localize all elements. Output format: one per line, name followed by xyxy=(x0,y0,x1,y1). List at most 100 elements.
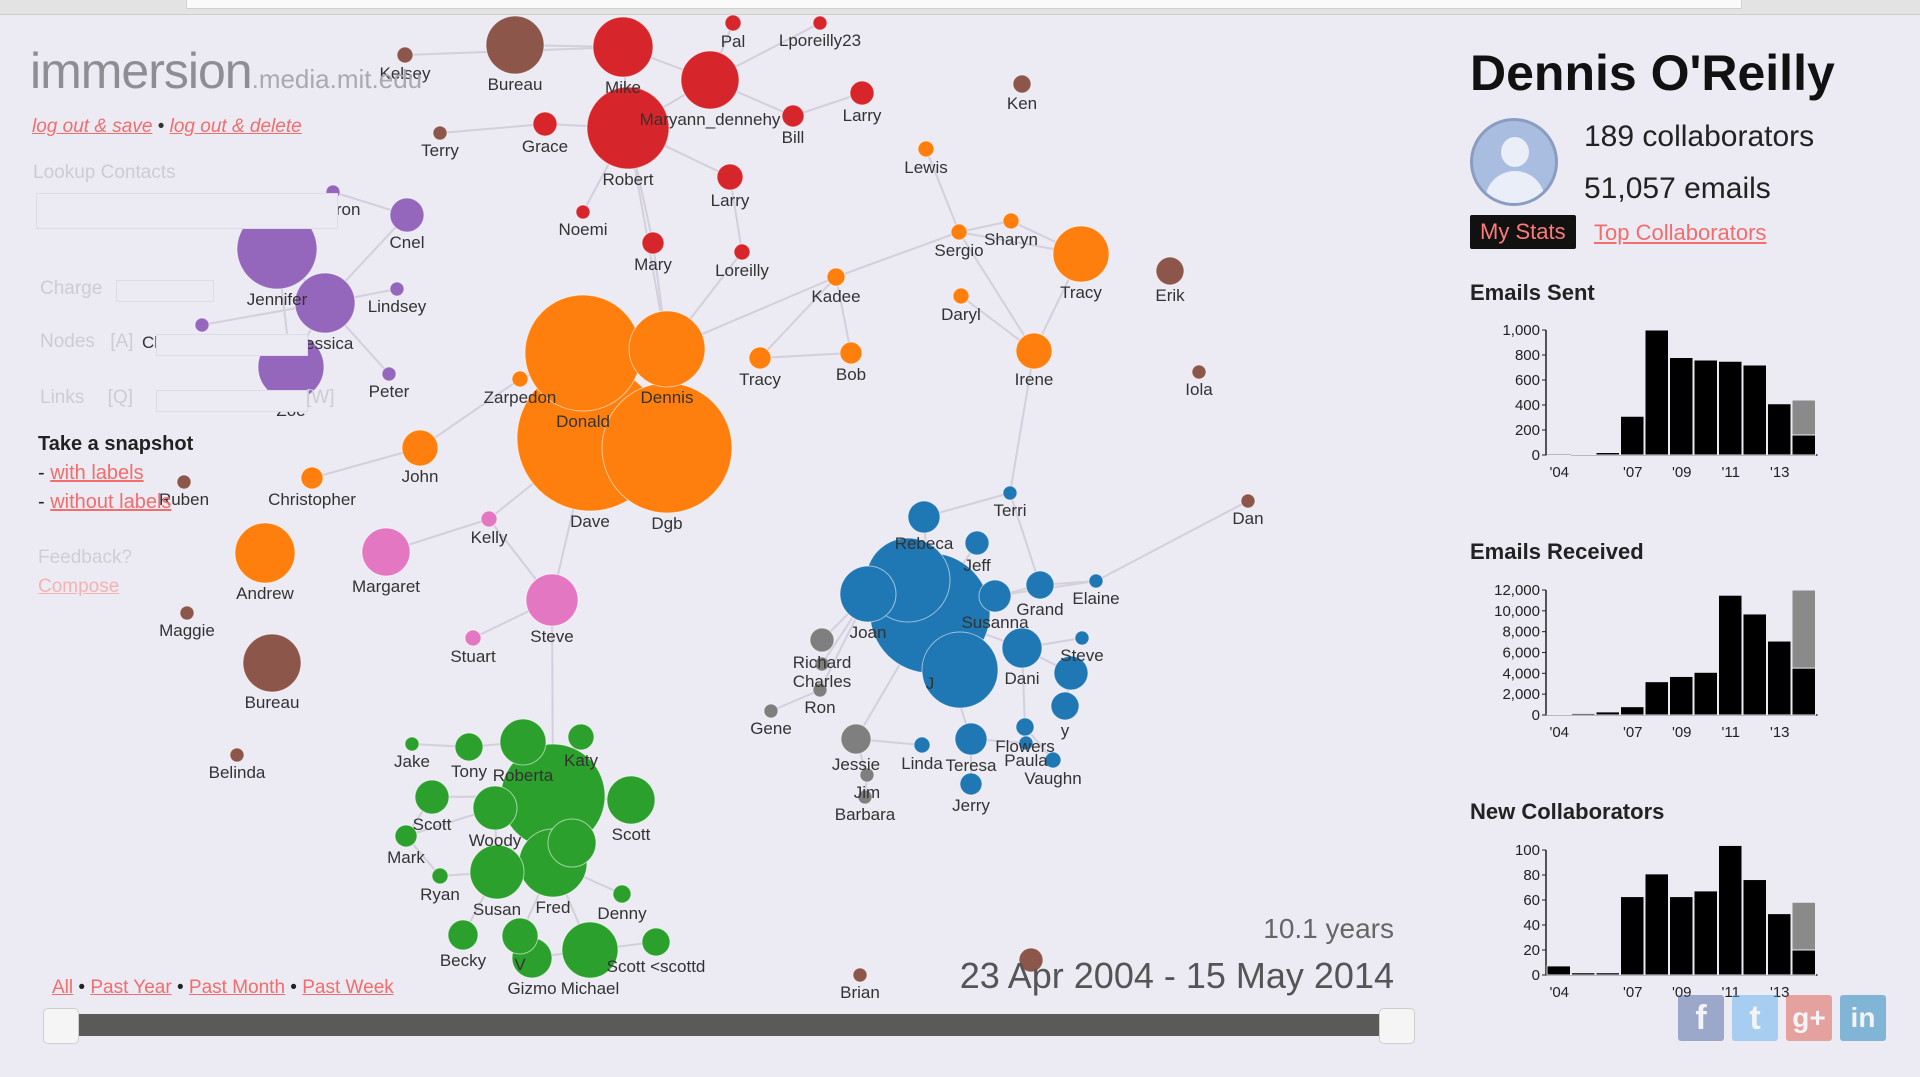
graph-node-cnel[interactable] xyxy=(389,197,425,233)
filter-past-week[interactable]: Past Week xyxy=(302,977,394,998)
lookup-input[interactable] xyxy=(36,193,338,229)
filter-past-year[interactable]: Past Year xyxy=(90,977,172,998)
graph-node-scott1[interactable] xyxy=(414,779,450,815)
graph-node-loreilly[interactable] xyxy=(733,243,751,261)
snapshot-without-labels-link[interactable]: without labels xyxy=(50,491,172,513)
graph-node-irene[interactable] xyxy=(1015,332,1053,370)
graph-node-ron[interactable] xyxy=(812,682,828,698)
graph-node-ruben[interactable] xyxy=(176,474,192,490)
graph-node-linda[interactable] xyxy=(913,736,931,754)
graph-node-lewis[interactable] xyxy=(917,140,935,158)
graph-node-joan[interactable] xyxy=(839,565,897,623)
graph-node-dennis[interactable] xyxy=(628,310,706,388)
graph-node-steve1[interactable] xyxy=(525,573,579,627)
graph-node-larry1[interactable] xyxy=(849,80,875,106)
graph-node-christopher[interactable] xyxy=(300,466,324,490)
graph-node-scott2[interactable] xyxy=(606,775,656,825)
graph-node-kelsey[interactable] xyxy=(396,46,414,64)
graph-node-pal[interactable] xyxy=(724,14,742,32)
graph-node-jerry[interactable] xyxy=(959,772,983,796)
graph-node-ken[interactable] xyxy=(1012,74,1032,94)
snapshot-with-labels-link[interactable]: with labels xyxy=(50,462,144,484)
graph-node-daryl[interactable] xyxy=(952,287,970,305)
graph-node-jim[interactable] xyxy=(859,767,875,783)
graph-node-blue5[interactable] xyxy=(921,631,999,709)
graph-node-green_v[interactable] xyxy=(501,917,539,955)
linkedin-icon[interactable]: in xyxy=(1840,995,1886,1041)
graph-node-maryann[interactable] xyxy=(680,50,740,110)
logout-save-link[interactable]: log out & save xyxy=(32,116,153,137)
graph-node-susan[interactable] xyxy=(469,844,525,900)
graph-node-terry[interactable] xyxy=(432,125,448,141)
graph-node-sergio[interactable] xyxy=(950,223,968,241)
graph-node-bill[interactable] xyxy=(781,104,805,128)
graph-node-elaine[interactable] xyxy=(1088,573,1104,589)
graph-node-bureau2[interactable] xyxy=(242,633,302,693)
graph-node-tracy1[interactable] xyxy=(1052,225,1110,283)
graph-node-steve2[interactable] xyxy=(1074,630,1090,646)
graph-node-mark[interactable] xyxy=(394,824,418,848)
charge-slider[interactable] xyxy=(116,280,214,302)
graph-node-maggie[interactable] xyxy=(179,605,195,621)
graph-node-sharyn[interactable] xyxy=(1002,212,1020,230)
graph-node-bureau1[interactable] xyxy=(485,15,545,75)
graph-node-denny[interactable] xyxy=(612,884,632,904)
graph-node-paula[interactable] xyxy=(1018,735,1034,751)
timeline-slider-track[interactable] xyxy=(78,1014,1396,1036)
graph-node-stuart[interactable] xyxy=(464,629,482,647)
timeline-end-handle[interactable] xyxy=(1379,1008,1415,1044)
graph-node-cbsi[interactable] xyxy=(194,317,210,333)
graph-node-mary[interactable] xyxy=(641,231,665,255)
graph-node-woody[interactable] xyxy=(472,785,518,831)
graph-node-kelly[interactable] xyxy=(480,510,498,528)
links-slider[interactable] xyxy=(156,390,308,412)
graph-node-roberta[interactable] xyxy=(499,718,547,766)
timeline-start-handle[interactable] xyxy=(43,1008,79,1044)
graph-node-brian1[interactable] xyxy=(852,967,868,983)
graph-node-jeff[interactable] xyxy=(964,530,990,556)
graph-node-gene[interactable] xyxy=(763,703,779,719)
graph-node-tony[interactable] xyxy=(454,732,484,762)
filter-all[interactable]: All xyxy=(52,977,74,998)
graph-node-belinda[interactable] xyxy=(229,747,245,763)
graph-node-grace[interactable] xyxy=(532,111,558,137)
graph-node-barbara[interactable] xyxy=(857,789,873,805)
logout-delete-link[interactable]: log out & delete xyxy=(169,116,302,137)
facebook-icon[interactable]: f xyxy=(1678,995,1724,1041)
graph-node-bob[interactable] xyxy=(839,341,863,365)
google-plus-icon[interactable]: g+ xyxy=(1786,995,1832,1041)
graph-node-jake[interactable] xyxy=(404,736,420,752)
graph-node-dan[interactable] xyxy=(1240,493,1256,509)
graph-node-noemi[interactable] xyxy=(575,204,591,220)
top-collaborators-link[interactable]: Top Collaborators xyxy=(1594,220,1767,245)
graph-node-ryan[interactable] xyxy=(431,867,449,885)
graph-node-blue2[interactable] xyxy=(1053,655,1089,691)
graph-node-iola[interactable] xyxy=(1191,364,1207,380)
graph-node-lindsey[interactable] xyxy=(389,281,405,297)
address-bar[interactable] xyxy=(186,0,1742,9)
feedback-compose-link[interactable]: Compose xyxy=(38,576,120,597)
network-graph[interactable]: Kelsey Terry Bureau Mike Pal Lporeilly23 Marya… xyxy=(0,0,1440,1077)
graph-node-teresa[interactable] xyxy=(954,722,988,756)
graph-node-peter[interactable] xyxy=(381,366,397,382)
graph-node-scottc[interactable] xyxy=(641,927,671,957)
graph-node-vaughn[interactable] xyxy=(1044,751,1062,769)
graph-node-terri[interactable] xyxy=(1002,485,1018,501)
graph-node-jessie[interactable] xyxy=(840,723,872,755)
graph-node-michael[interactable] xyxy=(561,921,619,979)
my-stats-button[interactable]: My Stats xyxy=(1470,215,1576,249)
graph-node-rebeca[interactable] xyxy=(907,500,941,534)
graph-node-tracy2[interactable] xyxy=(748,346,772,370)
graph-node-lporeilly[interactable] xyxy=(812,15,828,31)
twitter-icon[interactable]: t xyxy=(1732,995,1778,1041)
graph-node-brian2[interactable] xyxy=(1018,947,1044,973)
graph-node-grand[interactable] xyxy=(1025,570,1055,600)
graph-node-kadee[interactable] xyxy=(826,267,846,287)
graph-node-andrew[interactable] xyxy=(234,522,296,584)
nodes-slider[interactable] xyxy=(156,334,308,356)
filter-past-month[interactable]: Past Month xyxy=(188,977,286,998)
graph-node-mike[interactable] xyxy=(592,16,654,78)
graph-node-erik[interactable] xyxy=(1155,256,1185,286)
graph-node-larry2[interactable] xyxy=(716,163,744,191)
graph-node-margaret[interactable] xyxy=(361,527,411,577)
